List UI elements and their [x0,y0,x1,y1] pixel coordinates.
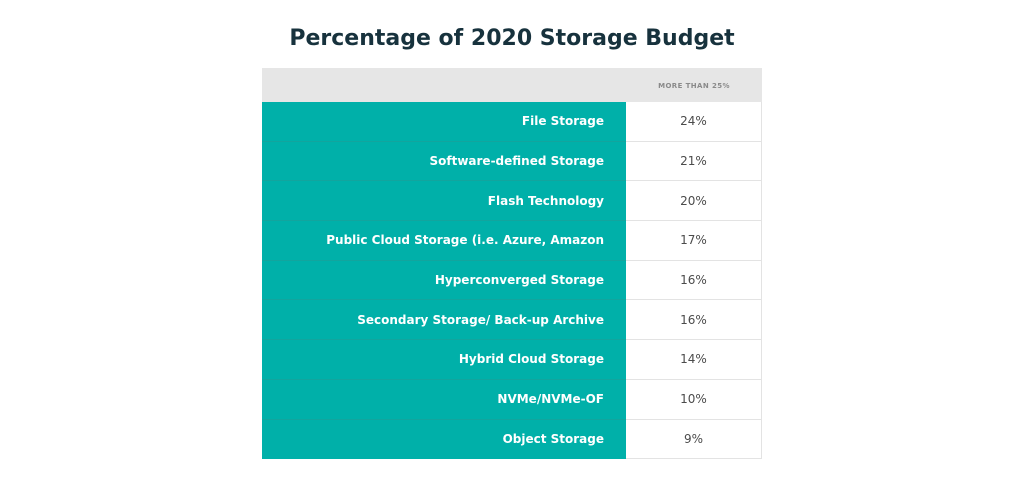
row-label: Software-defined Storage [262,141,626,182]
row-label: Hyperconverged Storage [262,260,626,301]
table-row: Object Storage 9% [262,419,762,460]
table-row: Hyperconverged Storage 16% [262,260,762,301]
row-value: 16% [626,300,762,341]
row-label: Secondary Storage/ Back-up Archive [262,300,626,341]
table-row: Software-defined Storage 21% [262,141,762,182]
row-label: Object Storage [262,419,626,460]
budget-table: MORE THAN 25% File Storage 24% Software-… [262,68,762,460]
row-value: 9% [626,419,762,460]
table-row: Hybrid Cloud Storage 14% [262,340,762,380]
column-header: MORE THAN 25% [658,82,730,90]
row-value: 21% [626,141,762,182]
row-label: File Storage [262,102,626,142]
table-row: File Storage 24% [262,102,762,142]
row-value: 14% [626,340,762,380]
row-value: 16% [626,260,762,301]
row-value: 20% [626,181,762,222]
table-row: Public Cloud Storage (i.e. Azure, Amazon… [262,221,762,261]
row-label: NVMe/NVMe-OF [262,379,626,420]
row-value: 17% [626,221,762,261]
row-label: Public Cloud Storage (i.e. Azure, Amazon [262,221,626,261]
table-row: NVMe/NVMe-OF 10% [262,379,762,420]
row-label: Hybrid Cloud Storage [262,340,626,380]
chart-title: Percentage of 2020 Storage Budget [289,26,735,51]
table-row: Secondary Storage/ Back-up Archive 16% [262,300,762,341]
row-value: 10% [626,379,762,420]
row-label: Flash Technology [262,181,626,222]
row-value: 24% [626,102,762,142]
table-header-row: MORE THAN 25% [262,68,762,102]
table-row: Flash Technology 20% [262,181,762,222]
